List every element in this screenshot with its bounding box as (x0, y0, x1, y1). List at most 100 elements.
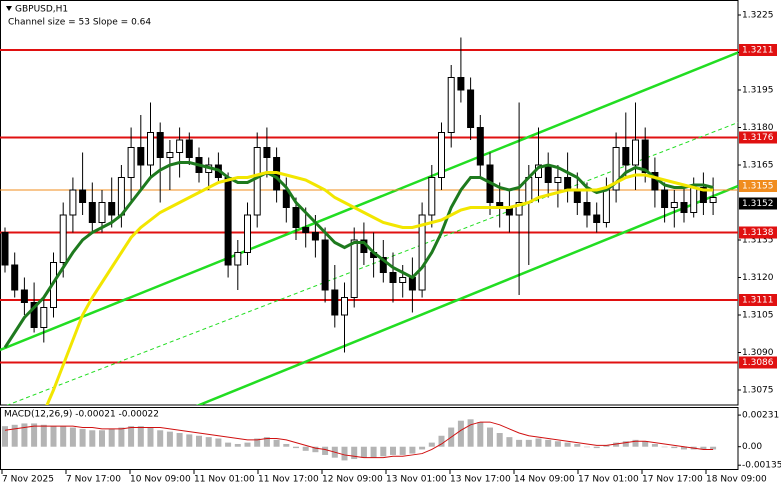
macd-bar (613, 442, 620, 447)
macd-bar (535, 438, 542, 447)
candle-body (79, 189, 87, 203)
macd-bar (506, 437, 513, 447)
level-tag (739, 44, 777, 56)
level-tag (739, 131, 777, 144)
x-tick-label: 7 Nov 2025 (2, 475, 54, 485)
candle-body (622, 147, 630, 166)
macd-bar (108, 428, 115, 447)
candle-body (321, 239, 329, 291)
x-tick-label: 13 Nov 17:00 (450, 475, 511, 485)
macd-bar (293, 446, 299, 449)
macd-bar (390, 446, 396, 455)
macd-plot (2, 419, 717, 461)
channel-line (0, 51, 738, 352)
candle-body (20, 289, 28, 303)
candle-body (108, 202, 116, 216)
macd-y-tick-label: -0.00135 (742, 461, 781, 471)
candle-body (147, 132, 154, 166)
macd-y-tick-label: 0.00231 (742, 411, 779, 421)
macd-label: MACD(12,26,9) -0.00021 -0.00022 (4, 410, 159, 420)
y-tick-label: 1.3105 (742, 311, 774, 321)
macd-bar (700, 446, 707, 450)
level-label: 1.3176 (742, 133, 774, 143)
price-label: 1.3155 (742, 182, 774, 192)
macd-bar (302, 446, 309, 451)
x-tick-label: 7 Nov 17:00 (66, 475, 121, 485)
y-tick-label: 1.3090 (742, 348, 774, 358)
macd-bar (516, 439, 523, 447)
x-tick-label: 13 Nov 01:00 (386, 475, 447, 485)
candle-body (88, 202, 96, 223)
y-tick-label: 1.3135 (742, 236, 774, 246)
candle-body (641, 139, 649, 173)
macd-bar (322, 446, 329, 455)
macd-bar (137, 426, 144, 447)
macd-bar (40, 424, 47, 447)
macd-bar (60, 426, 67, 447)
x-tick-label: 17 Nov 17:00 (642, 475, 703, 485)
macd-bar (622, 441, 629, 447)
macd-bar (234, 443, 241, 447)
candle-body (408, 277, 416, 291)
candle-body (602, 189, 610, 223)
candle-body (176, 139, 184, 153)
macd-bar (205, 437, 212, 447)
macd-bar (341, 446, 348, 461)
level-label: 1.3086 (742, 358, 774, 368)
candle-body (554, 177, 562, 183)
macd-bar (428, 442, 435, 447)
level-label: 1.3138 (742, 228, 774, 238)
macd-bar (710, 446, 717, 450)
macd-bar (399, 446, 406, 455)
level-tag (739, 294, 777, 306)
candle-body (593, 214, 601, 223)
candle-body (69, 189, 77, 216)
candle-body (467, 89, 475, 128)
candle-body (341, 297, 348, 316)
macd-bar (584, 446, 590, 448)
candle-body (709, 197, 717, 203)
candle-body (253, 147, 261, 216)
candle-body (224, 177, 232, 266)
candle-body (544, 164, 552, 183)
candle-body (30, 302, 38, 328)
macd-bar (409, 446, 416, 454)
symbol-title: GBPUSD,H1 (15, 5, 68, 15)
macd-bar (254, 438, 261, 447)
macd-bar (50, 426, 57, 447)
macd-bar (166, 431, 173, 447)
symbol-arrow (6, 6, 12, 11)
candle-body (11, 264, 19, 291)
channel-info: Channel size = 53 Slope = 0.64 (8, 18, 151, 28)
macd-bar (477, 422, 484, 447)
price-plot (0, 37, 738, 405)
macd-bar (118, 427, 125, 447)
y-tick-label: 1.3120 (742, 273, 774, 283)
candle-body (40, 307, 48, 328)
x-tick-label: 11 Nov 17:00 (258, 475, 319, 485)
candle-body (1, 232, 9, 266)
candle-body (263, 147, 271, 158)
macd-bar (244, 442, 251, 447)
candle-body (379, 257, 387, 273)
candle-body (632, 139, 639, 166)
macd-bar (312, 446, 319, 453)
macd-bar (31, 423, 38, 447)
x-tick-label: 17 Nov 01:00 (578, 475, 639, 485)
candle-body (438, 132, 445, 178)
candle-body (612, 147, 620, 191)
macd-signal (4, 421, 714, 459)
macd-bar (487, 427, 493, 447)
candle-body (515, 202, 523, 216)
macd-bar (2, 426, 8, 447)
macd-bar (467, 419, 474, 447)
candle-body (389, 272, 397, 283)
level-label: 1.3211 (742, 46, 774, 56)
candle-body (185, 139, 193, 158)
price-frame (0, 0, 739, 406)
candle-body (418, 214, 426, 291)
macd-bar (681, 446, 687, 450)
y-tick-label: 1.3195 (742, 86, 774, 96)
macd-bar (554, 441, 561, 447)
candle-body (447, 77, 455, 133)
